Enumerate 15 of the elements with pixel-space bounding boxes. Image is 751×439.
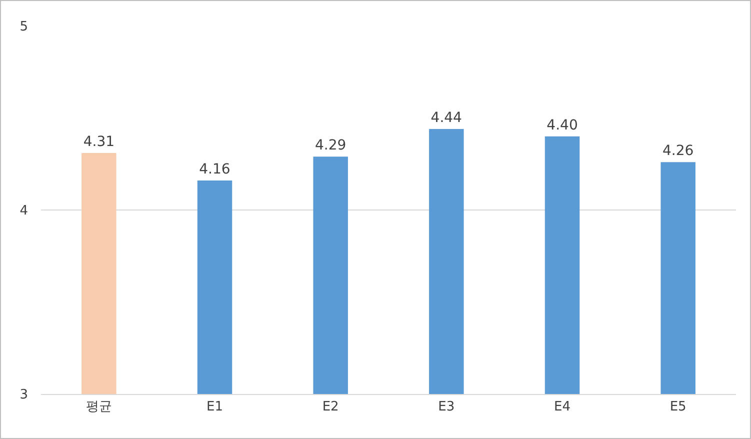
y-tick-label: 4: [20, 204, 28, 219]
x-tick-label: 평균: [86, 400, 112, 415]
x-tick-label: E2: [322, 400, 339, 415]
x-tick-label: E1: [206, 400, 223, 415]
y-tick-label: 3: [20, 388, 28, 403]
x-tick-label: E3: [438, 400, 455, 415]
y-tick-label: 5: [20, 20, 28, 35]
data-label: 4.44: [430, 110, 462, 126]
data-label: 4.26: [662, 143, 694, 160]
data-label: 4.29: [315, 138, 346, 154]
data-label: 4.31: [83, 134, 114, 150]
data-label: 4.40: [546, 117, 578, 134]
x-tick-label: E4: [554, 400, 570, 415]
x-tick-label: E5: [670, 400, 686, 415]
data-label: 4.16: [199, 162, 230, 178]
